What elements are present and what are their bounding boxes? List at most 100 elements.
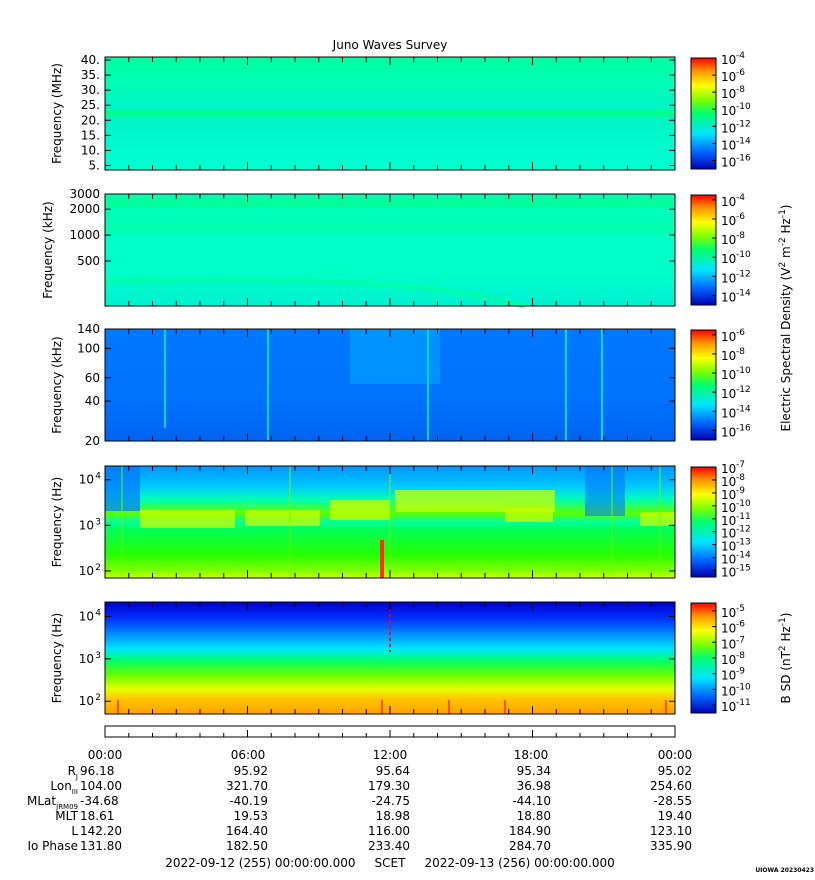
y-tick-label: 100: [77, 341, 100, 355]
colorbar-exponent: -14: [736, 404, 751, 414]
colorbar-label: 10: [721, 637, 736, 651]
ephemeris-value: 18.98: [376, 809, 410, 823]
hiss-blob: [330, 500, 390, 520]
colorbar-exponent: -11: [736, 698, 751, 708]
colorbar-exponent: -6: [736, 620, 745, 630]
colorbar-exponent: -8: [736, 85, 745, 95]
ephemeris-value: 18.61: [80, 809, 114, 823]
ephemeris-value: 335.90: [650, 839, 692, 853]
colorbar-exponent: -14: [736, 551, 751, 561]
ephemeris-row-label: Io Phase: [27, 839, 78, 853]
y-tick-label: 15.: [81, 128, 100, 142]
colorbar-exponent: -6: [736, 212, 745, 222]
colorbar-5: [690, 602, 717, 714]
hiss-blob: [395, 490, 555, 512]
y-tick-label: 3000: [69, 187, 100, 201]
y-tick-label: 500: [77, 254, 100, 268]
y-axis-label: Frequency (kHz): [50, 336, 64, 433]
colorbar-label: 10: [721, 527, 736, 541]
ephemeris-table: 00:00 06:00 12:00 18:00 00:00 RJ 96.18 95.92 95.…: [27, 725, 693, 853]
spectrogram-1: [105, 57, 675, 170]
time-footer: 2022-09-12 (255) 00:00:00.000 SCET 2022-…: [165, 856, 615, 870]
ephemeris-row-label: RJ: [68, 764, 78, 781]
time-label: 00:00: [658, 748, 693, 762]
y-tick-label: 10: [79, 694, 94, 708]
colorbar-label: 10: [721, 684, 736, 698]
ephemeris-row-label: L: [71, 824, 78, 838]
colorbar-label: 10: [721, 669, 736, 683]
colorbar-exponent: -6: [736, 328, 745, 338]
y-axis-label: Frequency (Hz): [50, 477, 64, 568]
y-tick-label: 30.: [81, 83, 100, 97]
spectrogram-3: [105, 329, 675, 441]
y-tick-label: 2000: [69, 202, 100, 216]
spectrogram-5: [105, 602, 675, 714]
ephemeris-value: 96.18: [80, 764, 114, 778]
colorbar-label: 10: [721, 195, 736, 209]
colorbar-exponent: -13: [736, 538, 751, 548]
ephemeris-value: 123.10: [650, 824, 692, 838]
y-axis-label: Frequency (Hz): [50, 613, 64, 704]
colorbar-exponent: -12: [736, 385, 751, 395]
colorbar-exponent: -11: [736, 512, 751, 522]
hiss-blob: [505, 508, 553, 522]
colorbar-exponent: -8: [736, 651, 745, 661]
colorbar-label: 10: [721, 53, 736, 67]
y-tick-label: 40: [85, 394, 100, 408]
y-tick-label: 35.: [81, 68, 100, 82]
colorbar-label: 10: [721, 233, 736, 247]
colorbar-exponent: -7: [736, 460, 745, 470]
time-label: 00:00: [88, 748, 123, 762]
y-tick-label: 25.: [81, 98, 100, 112]
spectrogram-2: [105, 194, 675, 306]
colorbar-title: B SD (nT2 Hz-1): [778, 613, 793, 704]
ephemeris-value: -44.10: [512, 794, 551, 808]
colorbar-label: 10: [721, 121, 736, 135]
ephemeris-value: -28.55: [653, 794, 692, 808]
y-tick-label: 10: [79, 652, 94, 666]
y-tick-label: 40.: [81, 53, 100, 67]
time-label: 06:00: [231, 748, 266, 762]
y-tick-label: 20: [85, 434, 100, 448]
colorbar-label: 10: [721, 462, 736, 476]
colorbar-label: 10: [721, 566, 736, 580]
colorbar-exponent: -6: [736, 68, 745, 78]
y-tick-label: 60: [85, 371, 100, 385]
colorbar-label: 10: [721, 488, 736, 502]
colorbar-label: 10: [721, 252, 736, 266]
y-tick-label: 1000: [69, 228, 100, 242]
colorbar-label: 10: [721, 290, 736, 304]
colorbar-label: 10: [721, 104, 736, 118]
colorbar-exponent: -12: [736, 269, 751, 279]
ephemeris-value: 36.98: [517, 779, 551, 793]
colorbar-4: [690, 466, 717, 578]
colorbar-label: 10: [721, 138, 736, 152]
colorbar-label: 10: [721, 368, 736, 382]
colorbar-label: 10: [721, 425, 736, 439]
ephemeris-row-label: LonIII: [50, 779, 78, 796]
colorbar-exponent: -5: [736, 604, 745, 614]
y-tick-label: 10: [79, 564, 94, 578]
colorbar-label: 10: [721, 514, 736, 528]
colorbar-exponent: -10: [736, 682, 751, 692]
colorbar-exponent: -4: [736, 51, 745, 61]
colorbar-exponent: -9: [736, 486, 745, 496]
colorbar-exponent: -12: [736, 525, 751, 535]
ephemeris-value: 321.70: [226, 779, 268, 793]
colorbar-exponent: -9: [736, 667, 745, 677]
colorbar-1: [690, 57, 717, 170]
ephemeris-value: 131.80: [80, 839, 122, 853]
ephemeris-value: 95.64: [376, 764, 410, 778]
hiss-blob: [245, 510, 320, 526]
y-tick-exponent: 4: [95, 609, 101, 619]
y-tick-label: 10: [79, 610, 94, 624]
colorbar-exponent: -8: [736, 473, 745, 483]
colorbar-exponent: -12: [736, 119, 751, 129]
colorbar-exponent: -14: [736, 136, 751, 146]
y-tick-label: 5.: [89, 158, 100, 172]
credit-label: UIOWA 20230423: [755, 867, 814, 874]
